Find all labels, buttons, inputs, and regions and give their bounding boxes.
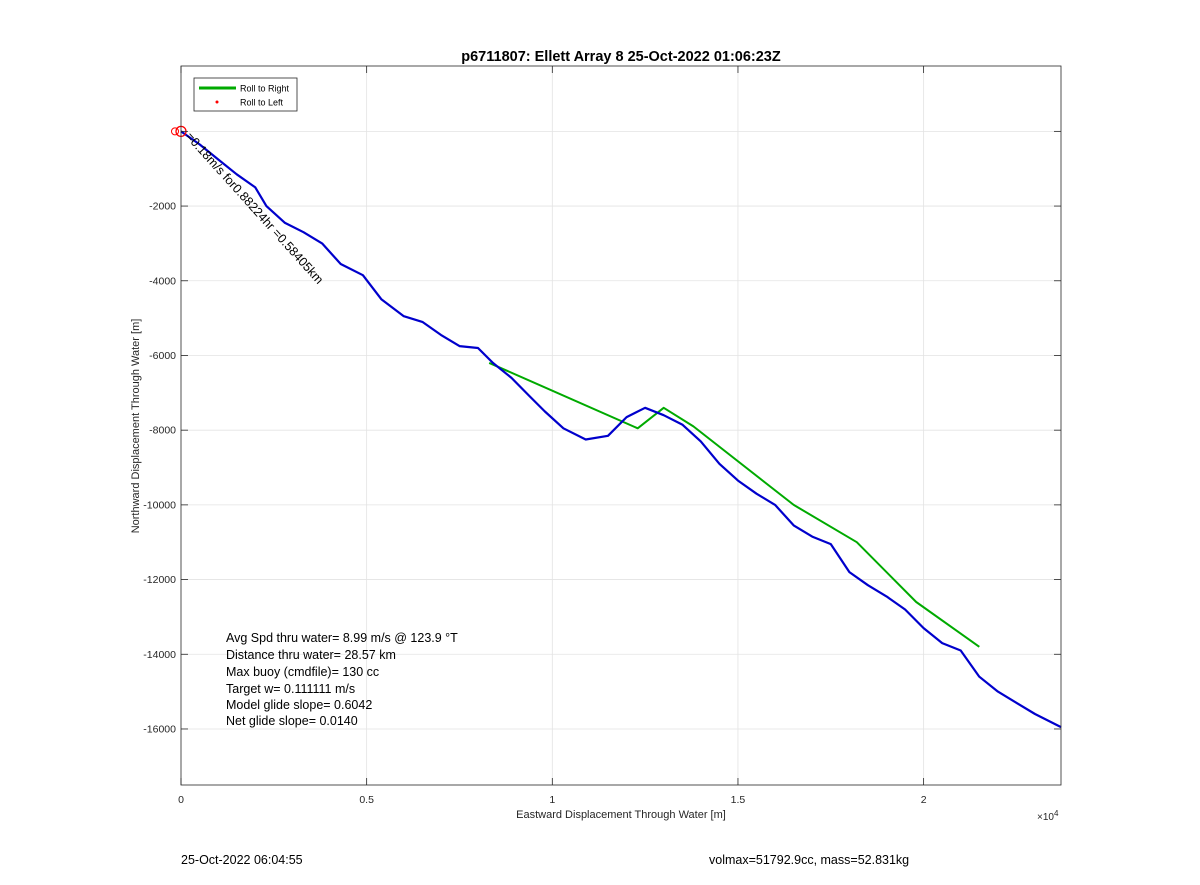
x-exponent-power: 4 [1054, 809, 1059, 818]
stat-avg-speed: Avg Spd thru water= 8.99 m/s @ 123.9 °T [226, 631, 458, 645]
legend-label-roll-right: Roll to Right [240, 84, 290, 94]
plot-area [181, 66, 1061, 785]
y-axis-label: Northward Displacement Through Water [m] [130, 319, 142, 534]
y-tick-label: -10000 [143, 499, 176, 511]
x-exponent-base: ×10 [1037, 812, 1054, 823]
x-axis-label: Eastward Displacement Through Water [m] [516, 809, 726, 821]
series-roll-to-right [488, 361, 980, 648]
legend-label-roll-left: Roll to Left [240, 98, 284, 108]
footer-volmax-mass: volmax=51792.9cc, mass=52.831kg [709, 853, 910, 867]
plot-frame [180, 65, 1062, 786]
y-tick-label: -6000 [149, 350, 176, 362]
start-marker-secondary [171, 127, 179, 136]
stat-target-w: Target w= 0.111111 m/s [226, 682, 355, 696]
x-tick-label: 1 [549, 794, 555, 806]
y-tick-label: -12000 [143, 574, 176, 586]
footer-timestamp: 25-Oct-2022 06:04:55 [181, 853, 303, 867]
x-tick-label: 2 [921, 794, 927, 806]
grid-lines [181, 66, 1061, 785]
legend-swatch-roll-left [215, 100, 219, 104]
y-tick-label: -16000 [143, 723, 176, 735]
legend-box [193, 77, 298, 112]
x-tick-label: 1.5 [731, 794, 746, 806]
chart-title: p6711807: Ellett Array 8 25-Oct-2022 01:… [461, 49, 781, 65]
stat-net-glide: Net glide slope= 0.0140 [226, 714, 358, 728]
legend: Roll to Right Roll to Left [193, 77, 298, 112]
axis-ticks: 0 0.5 1 1.5 2 -16000 -14000 -12000 -10000 -8000 -6… [143, 66, 1061, 806]
y-tick-label: -8000 [149, 425, 176, 437]
stat-model-glide: Model glide slope= 0.6042 [226, 698, 372, 712]
stat-distance: Distance thru water= 28.57 km [226, 648, 396, 662]
y-tick-label: -4000 [149, 275, 176, 287]
x-tick-label: 0 [178, 794, 184, 806]
x-tick-label: 0.5 [359, 794, 374, 806]
series-track [180, 130, 1062, 729]
stats-block: Avg Spd thru water= 8.99 m/s @ 123.9 °T … [226, 631, 458, 728]
y-tick-label: -2000 [149, 201, 176, 213]
y-tick-label: -14000 [143, 649, 176, 661]
stat-max-buoy: Max buoy (cmdfile)= 130 cc [226, 665, 379, 679]
x-exponent-label: ×104 [1037, 809, 1059, 823]
